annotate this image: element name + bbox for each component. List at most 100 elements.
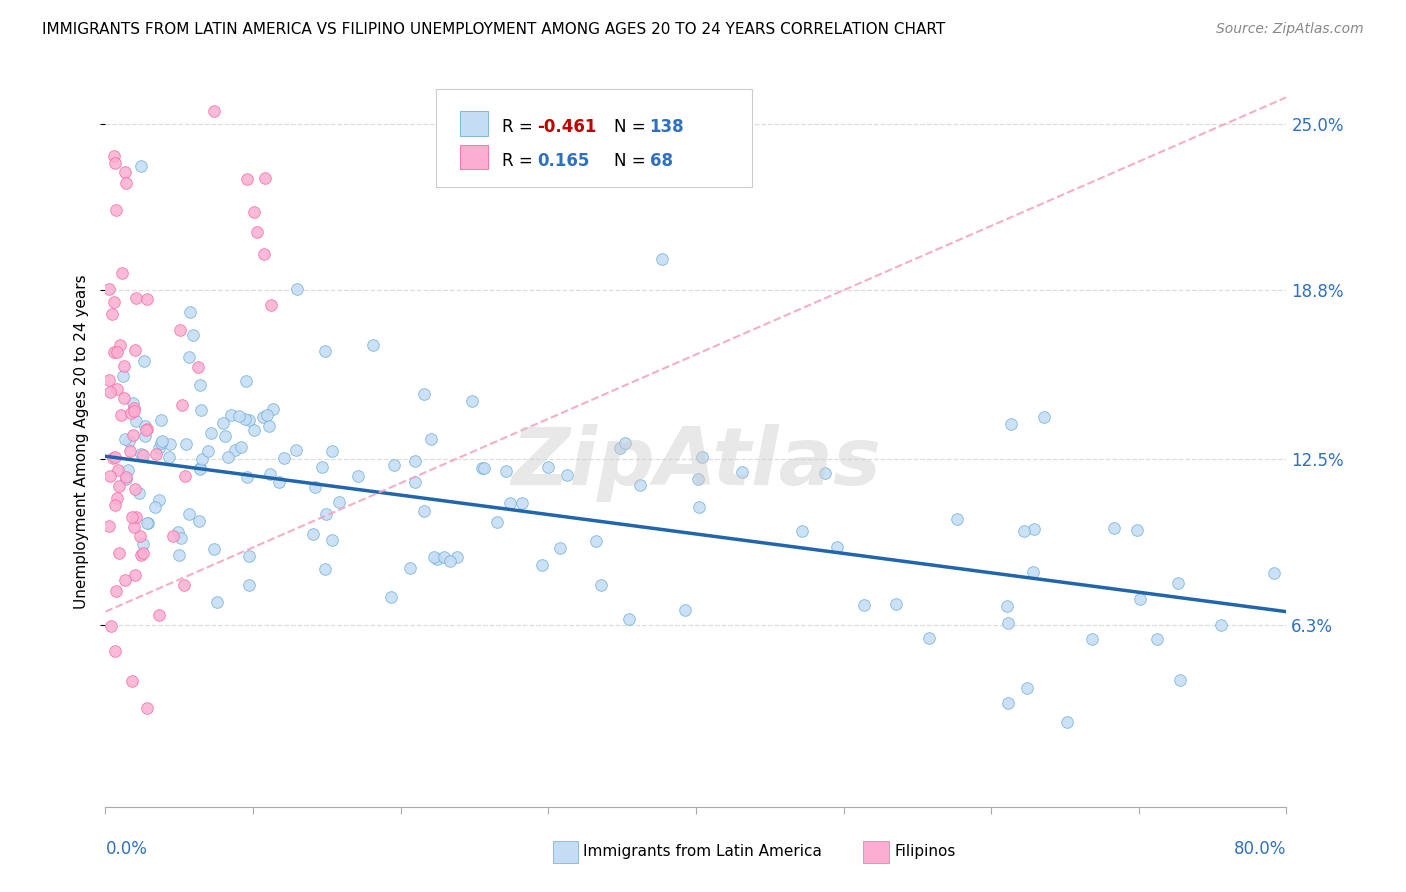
Text: 138: 138 [650, 118, 685, 136]
Point [214, 429, 236, 443]
Point [115, 176, 138, 190]
Point [135, 293, 157, 307]
Point [138, 516, 160, 530]
Point [690, 450, 713, 465]
Point [149, 435, 172, 450]
Point [145, 447, 167, 461]
Point [118, 434, 141, 448]
Point [260, 298, 283, 312]
Point [472, 460, 495, 475]
Point [256, 409, 278, 423]
Point [419, 432, 441, 446]
Point [495, 464, 517, 478]
Point [380, 590, 402, 604]
Point [537, 459, 560, 474]
Point [404, 475, 426, 490]
Point [103, 149, 125, 163]
Point [609, 442, 631, 456]
Point [202, 542, 225, 557]
Point [117, 463, 139, 477]
Point [170, 531, 193, 545]
Point [107, 463, 129, 477]
Point [439, 554, 461, 568]
Point [128, 529, 150, 543]
Point [148, 607, 170, 622]
Point [1125, 523, 1147, 537]
Point [997, 615, 1019, 630]
Point [589, 577, 612, 591]
Point [471, 460, 494, 475]
Point [413, 386, 436, 401]
Point [162, 529, 184, 543]
Point [200, 426, 222, 441]
Point [115, 472, 138, 486]
Point [884, 597, 907, 611]
Point [179, 508, 201, 522]
Point [825, 541, 848, 555]
Point [548, 541, 571, 555]
Point [104, 584, 127, 599]
Text: Filipinos: Filipinos [894, 845, 956, 859]
Point [252, 410, 274, 425]
Point [174, 469, 197, 483]
Point [253, 170, 276, 185]
Point [177, 350, 200, 364]
Point [311, 460, 333, 475]
Text: Immigrants from Latin America: Immigrants from Latin America [583, 845, 823, 859]
Point [128, 486, 150, 500]
Point [149, 413, 172, 427]
Point [531, 558, 554, 573]
Point [103, 345, 125, 359]
Point [688, 500, 710, 515]
Point [124, 520, 146, 534]
Point [125, 291, 148, 305]
Point [173, 578, 195, 592]
Point [995, 599, 1018, 613]
Point [129, 447, 152, 461]
Point [1012, 524, 1035, 538]
Point [114, 165, 136, 179]
Point [112, 392, 135, 406]
Text: Source: ZipAtlas.com: Source: ZipAtlas.com [1216, 22, 1364, 37]
Text: N =: N = [614, 152, 657, 169]
Point [124, 567, 146, 582]
Point [135, 701, 157, 715]
Point [673, 603, 696, 617]
Point [628, 478, 651, 492]
Point [1017, 681, 1039, 695]
Point [382, 458, 405, 472]
Point [104, 156, 127, 170]
Point [557, 468, 579, 483]
Point [997, 696, 1019, 710]
Point [285, 283, 308, 297]
Point [617, 612, 640, 626]
Point [148, 493, 170, 508]
Point [314, 562, 336, 576]
Point [412, 504, 434, 518]
Point [104, 202, 127, 217]
Point [107, 491, 129, 505]
Point [426, 552, 449, 566]
Point [167, 549, 190, 563]
Point [124, 343, 146, 358]
Point [1056, 714, 1078, 729]
Point [129, 548, 152, 562]
Point [100, 619, 122, 633]
Text: IMMIGRANTS FROM LATIN AMERICA VS FILIPINO UNEMPLOYMENT AMONG AGES 20 TO 24 YEARS: IMMIGRANTS FROM LATIN AMERICA VS FILIPIN… [42, 22, 945, 37]
Point [197, 444, 219, 458]
Point [1000, 417, 1022, 432]
Point [1033, 409, 1056, 424]
Point [433, 550, 456, 565]
Point [585, 533, 607, 548]
Point [120, 444, 142, 458]
Point [172, 398, 194, 412]
Point [259, 418, 281, 433]
Point [238, 577, 260, 591]
Point [235, 374, 257, 388]
Point [398, 561, 420, 575]
Point [229, 441, 252, 455]
Point [404, 454, 426, 468]
Point [918, 631, 941, 645]
Point [686, 472, 709, 486]
Point [510, 496, 533, 510]
